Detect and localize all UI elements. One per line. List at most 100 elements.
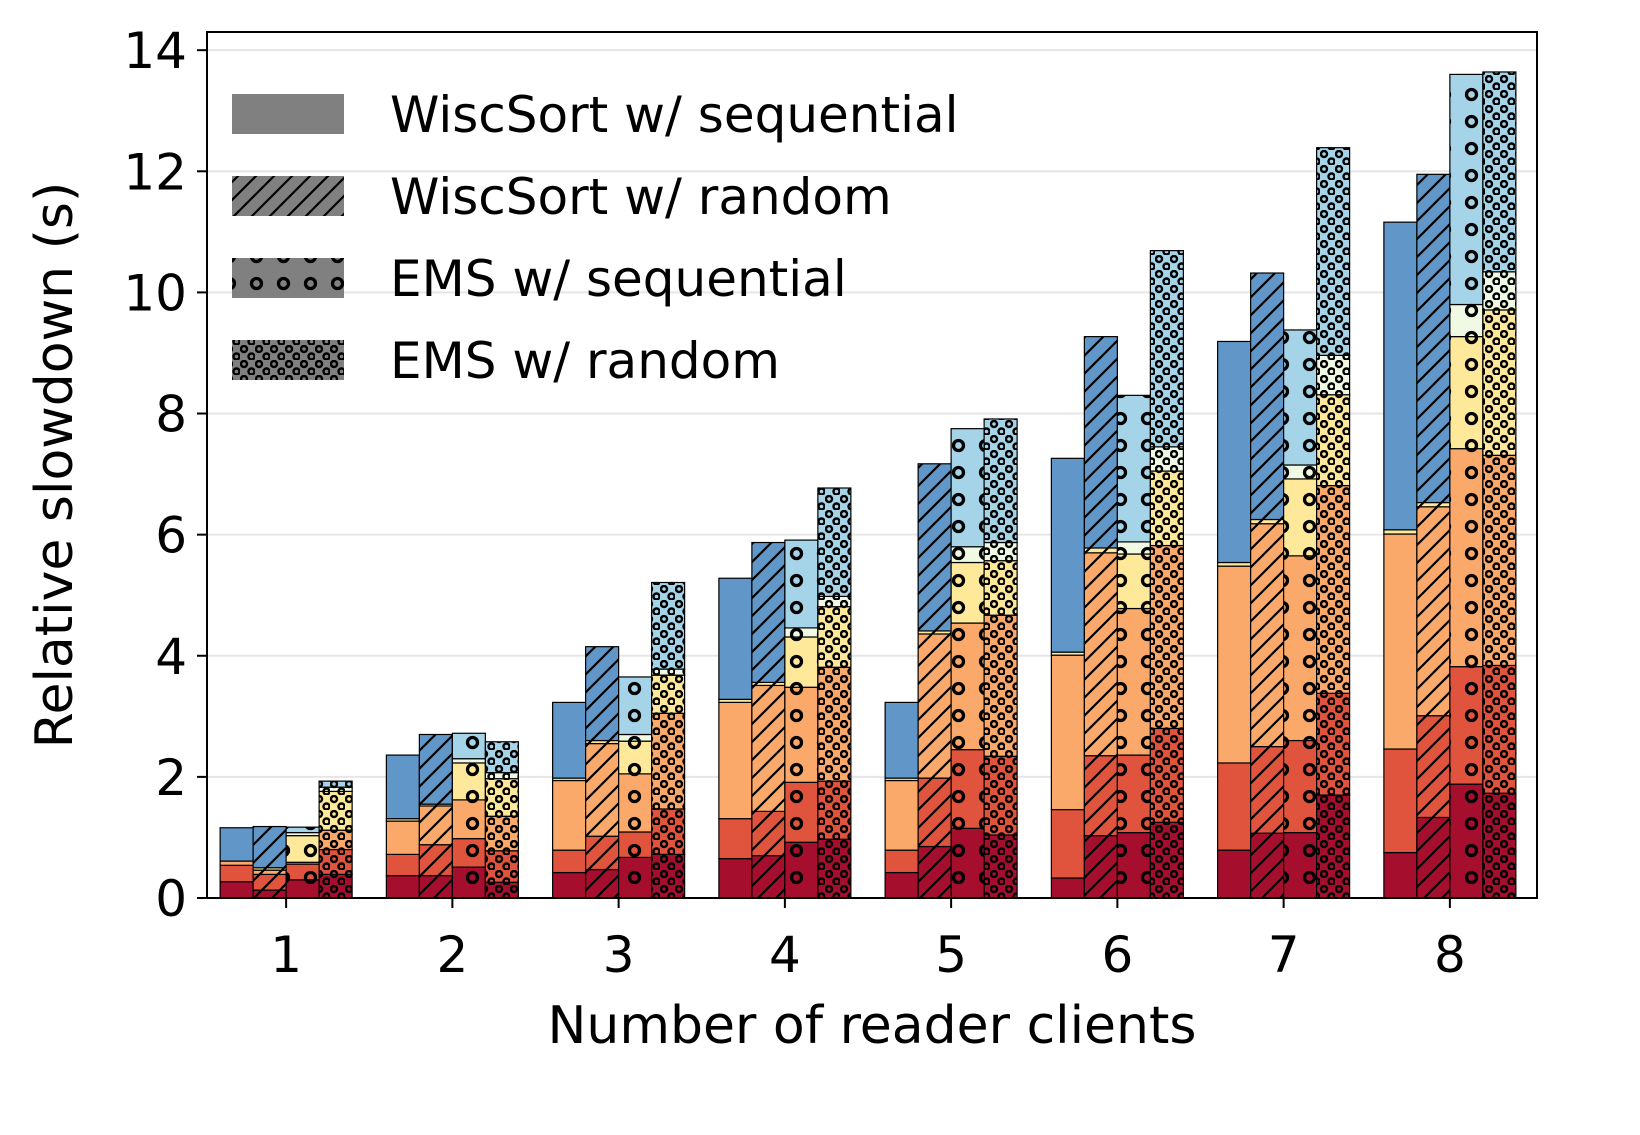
bar-segment-pattern (1416, 174, 1450, 503)
bar-segment-pattern (286, 835, 320, 863)
bar-segment-pattern (319, 791, 353, 831)
y-tick-label: 0 (155, 870, 187, 928)
bar-segment-pattern (419, 844, 453, 876)
legend-label: EMS w/ sequential (390, 250, 847, 308)
bar-segment-pattern (1482, 793, 1516, 898)
bar-segment-pattern (951, 623, 985, 750)
bar-segment-pattern (452, 799, 486, 839)
bar-segment-pattern (1117, 608, 1151, 756)
bar-segment (1383, 851, 1418, 899)
y-tick-label: 8 (155, 386, 187, 444)
bar-segment-pattern (485, 772, 519, 779)
bar-segment-pattern (585, 646, 619, 741)
bar-segment-pattern (984, 560, 1018, 616)
bar-segment-pattern (319, 830, 353, 850)
legend-label: WiscSort w/ random (390, 168, 892, 226)
bar-segment-pattern (253, 890, 287, 898)
bar-segment-pattern (1250, 519, 1284, 524)
bar-segment-pattern (951, 828, 985, 898)
bar-segment (219, 860, 254, 866)
bar-segment (385, 853, 420, 877)
bar-segment (884, 849, 919, 874)
bar-segment-pattern (452, 838, 486, 868)
y-tick-label: 2 (155, 749, 187, 807)
bar-segment-pattern (1283, 478, 1317, 556)
bar-segment-pattern (1449, 666, 1483, 785)
bar-segment-pattern (651, 713, 685, 809)
bar-segment-pattern (419, 734, 453, 805)
bar-segment-pattern (452, 867, 486, 898)
legend-item: EMS w/ random (232, 332, 780, 390)
bar-segment-pattern (485, 816, 519, 851)
bar-segment (718, 577, 753, 700)
bar-segment-pattern (951, 546, 985, 563)
bar-segment-pattern (1283, 740, 1317, 833)
bar-segment-pattern (1150, 545, 1184, 729)
bar-segment-pattern (817, 667, 851, 782)
bar-segment-pattern (784, 842, 818, 898)
bar-segment (718, 701, 753, 820)
bar-segment-pattern (984, 756, 1018, 836)
bar-segment (552, 871, 587, 899)
x-tick-label: 2 (436, 926, 468, 984)
bar-segment-pattern (1283, 465, 1317, 479)
bar-segment (1050, 654, 1085, 811)
bar-segment-pattern (951, 562, 985, 624)
bar-segment (1050, 877, 1085, 899)
bar-segment-pattern (253, 870, 287, 875)
x-tick-label: 4 (769, 926, 801, 984)
bar-segment-pattern (1084, 547, 1118, 553)
bar-segment-pattern (1416, 506, 1450, 716)
bar-segment-pattern (984, 542, 1018, 561)
bars (219, 71, 1517, 899)
bar-segment-pattern (618, 773, 652, 832)
x-tick-label: 3 (603, 926, 635, 984)
bar-segment-pattern (485, 741, 519, 773)
legend-item: WiscSort w/ random (232, 168, 892, 226)
legend-item: WiscSort w/ sequential (232, 86, 959, 144)
bar-segment-pattern (1084, 835, 1118, 898)
bar-segment (884, 871, 919, 899)
legend-item: EMS w/ sequential (232, 250, 847, 308)
bar-segment-pattern (286, 862, 320, 865)
bar-segment-pattern (951, 749, 985, 829)
bar-segment-pattern (751, 811, 785, 856)
legend: WiscSort w/ sequential WiscSort w/ random… (232, 86, 959, 390)
bar-segment-pattern (1250, 273, 1284, 520)
x-axis-title: Number of reader clients (548, 996, 1197, 1056)
bar-segment-pattern (253, 826, 287, 868)
bar-segment-pattern (1084, 755, 1118, 836)
bar-segment-pattern (1283, 832, 1317, 898)
bar-segment-pattern (651, 675, 685, 714)
bar-segment-pattern (1084, 336, 1118, 548)
bar-segment-pattern (1316, 147, 1350, 356)
bar-segment-pattern (319, 781, 353, 788)
bar-segment (552, 779, 587, 851)
bar-segment-pattern (817, 488, 851, 597)
bar-segment-pattern (319, 874, 353, 898)
bar-segment (1383, 221, 1418, 531)
bar-segment-pattern (1283, 555, 1317, 741)
bar-segment-pattern (1316, 485, 1350, 694)
bar-segment-pattern (286, 832, 320, 836)
bar-segment (884, 779, 919, 851)
bar-segment-pattern (253, 867, 287, 871)
bar-segment (552, 849, 587, 874)
bar-segment-pattern (452, 758, 486, 763)
x-tick-label: 6 (1101, 926, 1133, 984)
bar-segment-pattern (319, 787, 353, 792)
bar-segment-pattern (419, 804, 453, 806)
y-tick-label: 4 (155, 628, 187, 686)
bar-segment-pattern (286, 827, 320, 833)
x-tick-label: 5 (935, 926, 967, 984)
bar-segment-pattern (618, 857, 652, 898)
bar-segment-pattern (918, 630, 952, 634)
bar-segment (1217, 762, 1252, 851)
x-axis-ticks: 1 2 3 4 5 6 7 8 (270, 898, 1466, 984)
legend-swatch-pattern (232, 176, 344, 216)
legend-label: EMS w/ random (390, 332, 780, 390)
bar-segment-pattern (817, 596, 851, 607)
legend-label: WiscSort w/ sequential (390, 86, 959, 144)
bar-segment-pattern (1250, 523, 1284, 747)
